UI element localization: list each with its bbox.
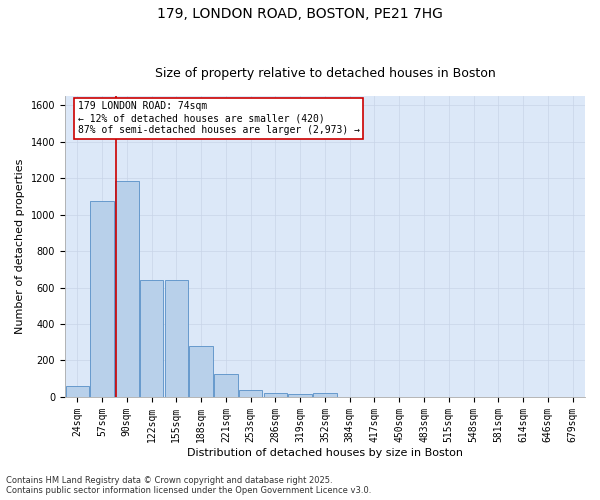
Title: Size of property relative to detached houses in Boston: Size of property relative to detached ho… bbox=[155, 66, 496, 80]
Text: 179 LONDON ROAD: 74sqm
← 12% of detached houses are smaller (420)
87% of semi-de: 179 LONDON ROAD: 74sqm ← 12% of detached… bbox=[77, 102, 359, 134]
Bar bbox=[190, 346, 213, 397]
Text: Contains HM Land Registry data © Crown copyright and database right 2025.
Contai: Contains HM Land Registry data © Crown c… bbox=[6, 476, 371, 495]
Bar bbox=[263, 393, 287, 397]
Bar bbox=[313, 394, 337, 397]
Bar bbox=[164, 280, 188, 397]
Bar bbox=[214, 374, 238, 397]
Text: 179, LONDON ROAD, BOSTON, PE21 7HG: 179, LONDON ROAD, BOSTON, PE21 7HG bbox=[157, 8, 443, 22]
Bar bbox=[90, 201, 114, 397]
Y-axis label: Number of detached properties: Number of detached properties bbox=[15, 159, 25, 334]
Bar bbox=[289, 394, 312, 397]
Bar bbox=[115, 181, 139, 397]
Bar bbox=[239, 390, 262, 397]
X-axis label: Distribution of detached houses by size in Boston: Distribution of detached houses by size … bbox=[187, 448, 463, 458]
Bar bbox=[140, 280, 163, 397]
Bar bbox=[65, 386, 89, 397]
